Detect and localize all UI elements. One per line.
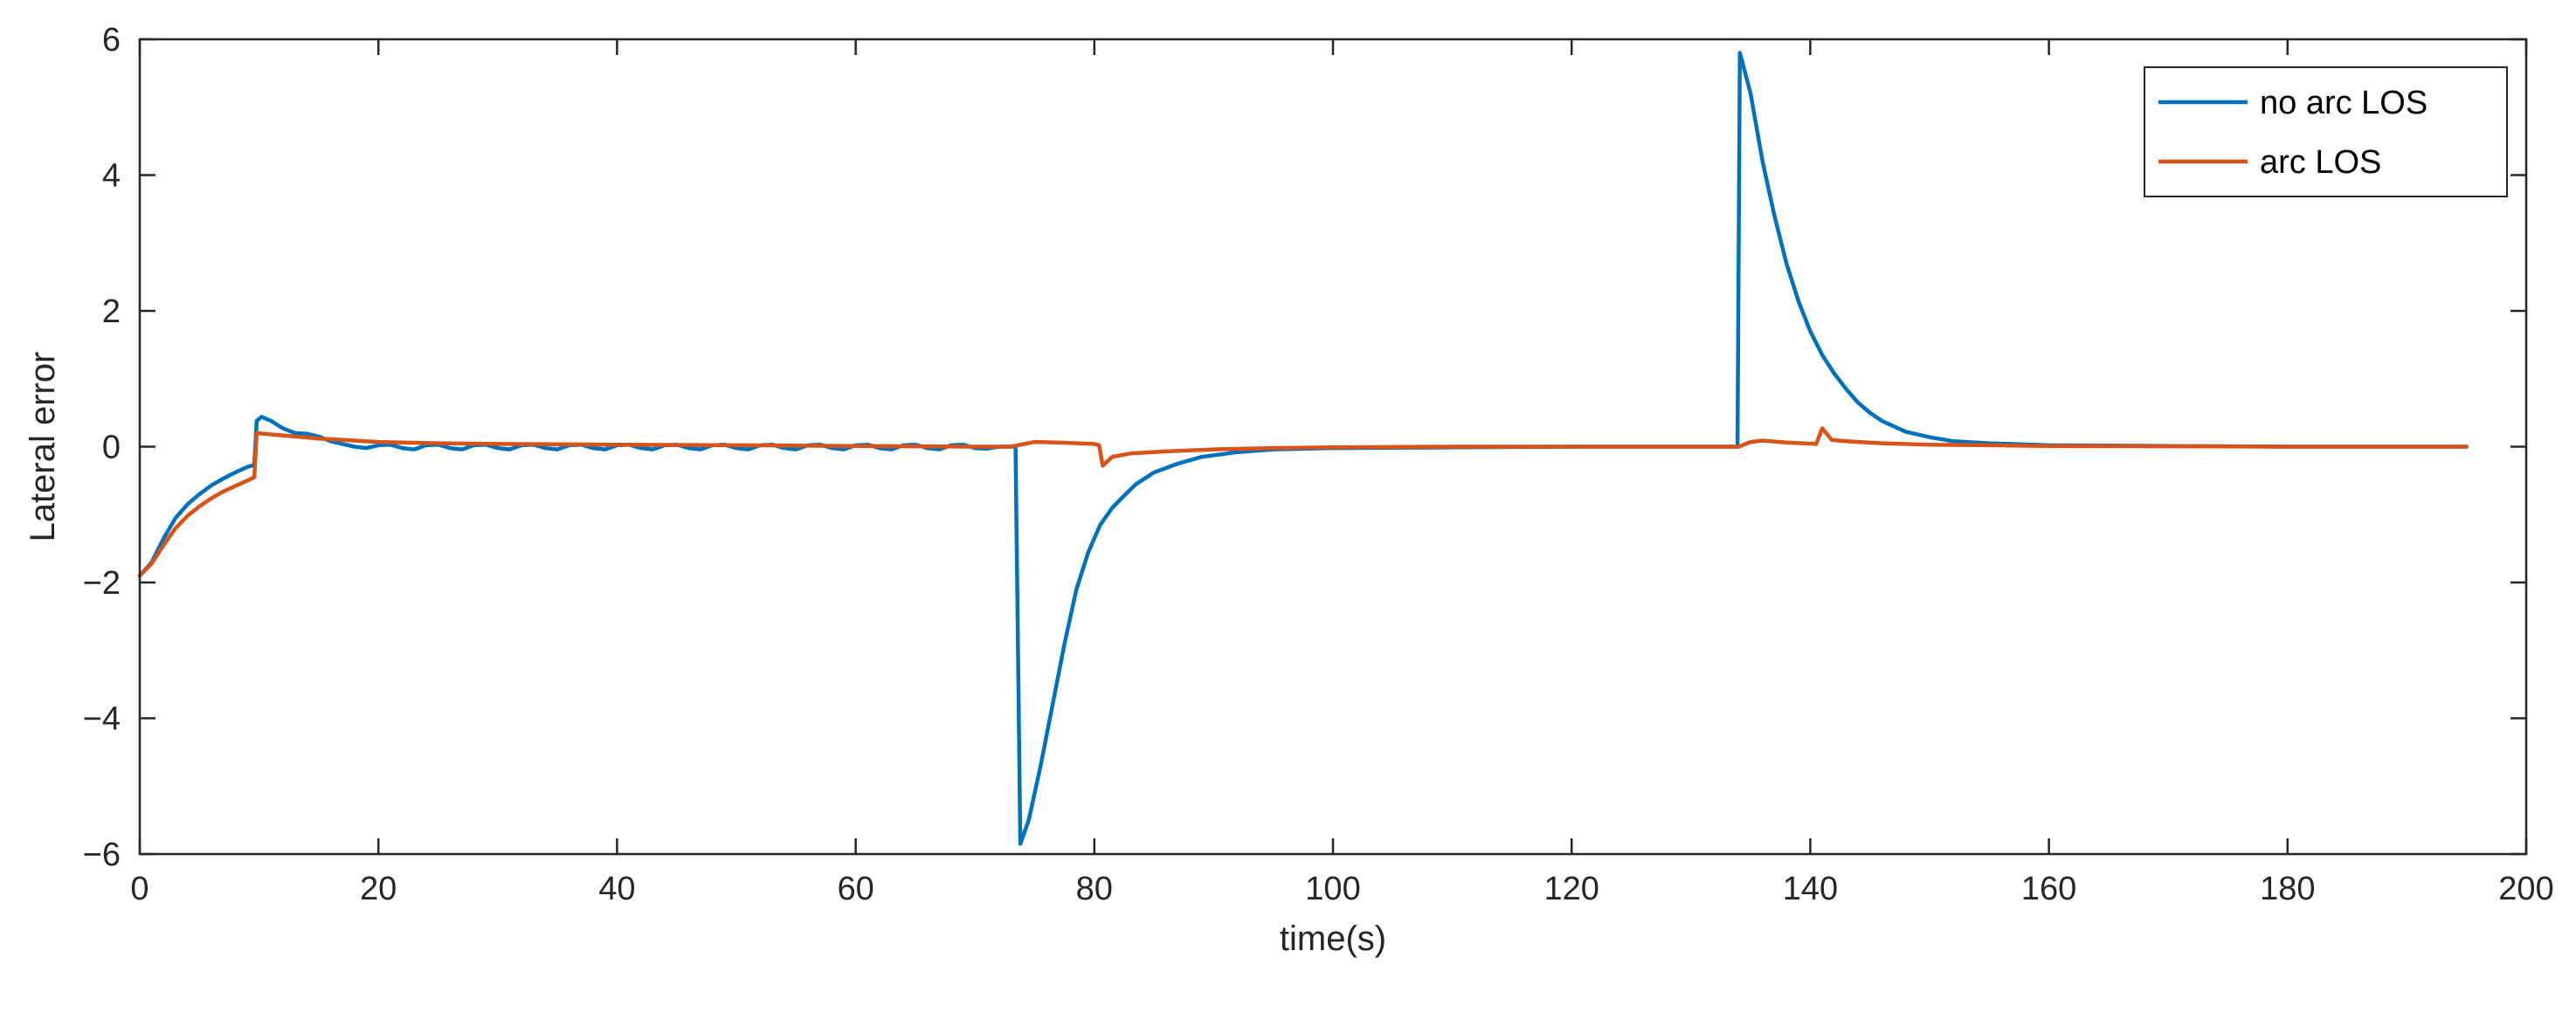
y-tick-label: 4	[102, 158, 121, 195]
x-tick-label: 80	[1076, 871, 1113, 907]
y-tick-label: 6	[102, 22, 121, 59]
series-lines	[137, 51, 2469, 846]
y-tick-label: −4	[83, 701, 121, 738]
x-axis-ticks: 0 20 40 60 80 100 120 140 160 180 200	[130, 39, 2554, 907]
legend: no arc LOS arc LOS	[2144, 66, 2508, 197]
x-tick-label: 20	[360, 871, 397, 907]
legend-box	[2144, 66, 2508, 197]
legend-label: arc LOS	[2260, 144, 2381, 181]
y-tick-label: −6	[83, 837, 121, 873]
y-axis-ticks: −6 −4 −2 0 2 4 6	[83, 22, 2526, 873]
x-tick-label: 40	[598, 871, 635, 907]
legend-label: no arc LOS	[2260, 85, 2428, 121]
x-tick-label: 0	[130, 871, 148, 907]
x-tick-label: 160	[2021, 871, 2076, 907]
x-tick-label: 60	[837, 871, 874, 907]
x-tick-label: 180	[2260, 871, 2315, 907]
y-tick-label: 0	[102, 430, 121, 466]
y-tick-label: 2	[102, 293, 121, 330]
x-tick-label: 200	[2498, 871, 2553, 907]
y-tick-label: −2	[83, 565, 121, 602]
x-tick-label: 100	[1305, 871, 1360, 907]
x-tick-label: 140	[1783, 871, 1838, 907]
series-line-2	[137, 426, 2469, 578]
x-tick-label: 120	[1544, 871, 1599, 907]
x-axis-label: time(s)	[1280, 920, 1386, 958]
y-axis-label: Lateral error	[24, 352, 62, 542]
